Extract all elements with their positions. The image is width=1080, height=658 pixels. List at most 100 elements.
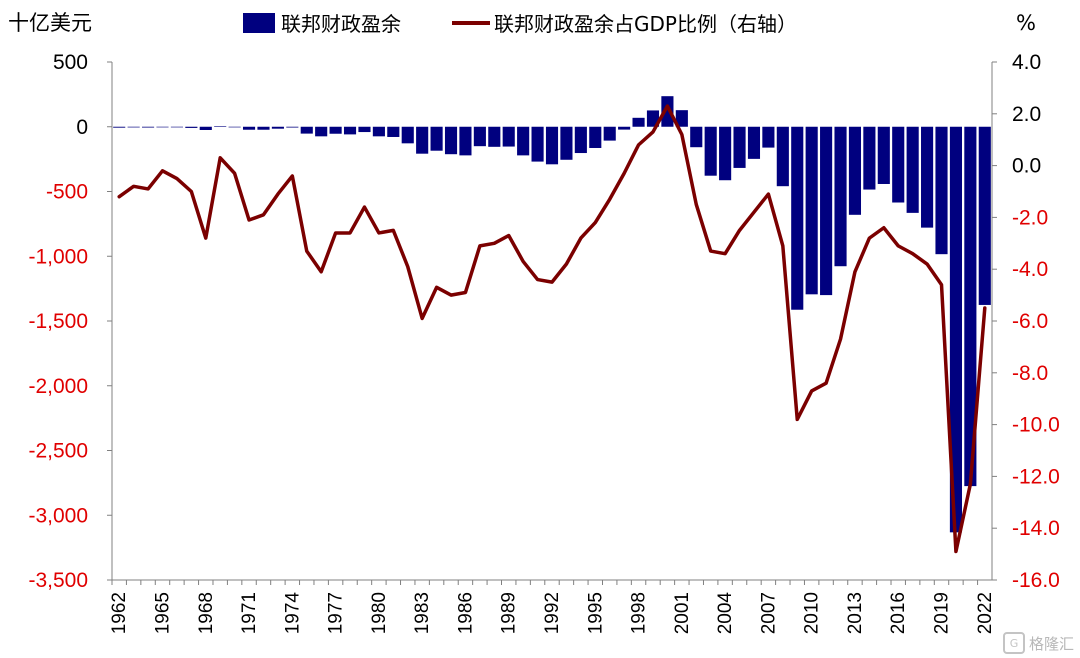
x-tick-label: 1986 — [455, 592, 476, 634]
bar-1972 — [257, 126, 270, 130]
bar-1970 — [228, 126, 241, 128]
gdp-ratio-line — [117, 104, 987, 554]
x-tick-label: 1965 — [152, 592, 173, 634]
x-tick-label: 1998 — [629, 592, 650, 634]
left-tick-label: 0 — [76, 116, 88, 139]
x-tick-label: 1974 — [282, 592, 303, 635]
bar-1995 — [589, 126, 602, 148]
x-tick-label: 2007 — [758, 592, 779, 634]
x-tick-label: 1971 — [239, 592, 260, 634]
bar-1969 — [214, 126, 227, 127]
right-tick-label: -12.0 — [1012, 465, 1060, 488]
left-tick-label: -1,500 — [28, 310, 88, 333]
right-tick-label: 2.0 — [1012, 103, 1041, 126]
bar-1962 — [113, 126, 126, 128]
right-tick-label: -14.0 — [1012, 517, 1060, 540]
x-tick-label: 2010 — [802, 592, 823, 634]
bar-1978 — [343, 126, 357, 135]
bar-2017 — [906, 126, 919, 213]
left-tick-label: -1,000 — [28, 245, 88, 268]
left-tick-label: -3,000 — [28, 504, 88, 527]
x-tick-label: 2004 — [715, 592, 736, 635]
bar-1979 — [358, 126, 371, 133]
right-tick-label: -8.0 — [1012, 362, 1048, 385]
right-tick-label: -16.0 — [1012, 569, 1060, 592]
left-tick-label: 500 — [53, 51, 88, 74]
x-tick-label: 1977 — [326, 592, 347, 634]
right-tick-label: -2.0 — [1012, 206, 1048, 229]
bar-1993 — [560, 126, 573, 160]
bar-1968 — [199, 126, 212, 130]
bar-1983 — [416, 126, 429, 154]
bar-2015 — [877, 126, 890, 184]
bar-2009 — [791, 126, 804, 310]
bar-1984 — [430, 126, 443, 151]
bar-2018 — [921, 126, 934, 228]
bar-2001 — [675, 110, 688, 127]
bar-1976 — [315, 126, 328, 137]
right-tick-label: 0.0 — [1012, 155, 1041, 178]
watermark-text: 格隆汇 — [1028, 634, 1074, 653]
bar-1989 — [502, 126, 515, 147]
x-tick-label: 2001 — [672, 592, 693, 634]
bar-2022 — [978, 126, 991, 305]
watermark: G 格隆汇 — [1002, 632, 1074, 654]
watermark-logo-icon: G — [1002, 632, 1025, 654]
bar-1994 — [574, 126, 587, 154]
bar-1971 — [242, 126, 256, 130]
bar-2007 — [762, 126, 775, 148]
bar-1967 — [185, 126, 198, 128]
x-tick-label: 2022 — [975, 592, 996, 634]
bar-2020 — [949, 126, 962, 533]
bar-2011 — [820, 126, 833, 296]
bar-1992 — [545, 126, 559, 165]
left-tick-label: -2,500 — [28, 440, 88, 463]
bar-1977 — [329, 126, 342, 134]
tick-labels: 500 0 -500 -1,000 -1,500 -2,000 -2,500 -3,000 -3… — [28, 51, 1059, 634]
bar-1963 — [127, 126, 140, 128]
bar-1999 — [646, 110, 660, 127]
bar-2000 — [661, 96, 674, 127]
bar-2004 — [719, 126, 732, 181]
bar-2013 — [848, 126, 862, 215]
bar-2021 — [964, 126, 977, 487]
legend: 联邦财政盈余 联邦财政盈余占GDP比例（右轴） — [243, 12, 797, 36]
bar-1964 — [142, 126, 155, 128]
bar-2010 — [805, 126, 818, 295]
legend-line-label: 联邦财政盈余占GDP比例（右轴） — [494, 12, 797, 36]
x-tick-label: 1995 — [585, 592, 606, 634]
bar-1973 — [271, 126, 284, 129]
bar-1985 — [444, 126, 458, 155]
x-tick-label: 1968 — [196, 592, 217, 634]
bar-series — [113, 96, 991, 533]
legend-bar-swatch — [243, 13, 275, 33]
bar-1982 — [401, 126, 414, 144]
x-tick-label: 2019 — [932, 592, 953, 634]
right-tick-label: -10.0 — [1012, 414, 1060, 437]
left-tick-label: -500 — [46, 181, 88, 204]
left-tick-label: -2,000 — [28, 375, 88, 398]
bar-1980 — [372, 126, 385, 137]
bar-1981 — [387, 126, 400, 137]
line-series — [117, 104, 987, 554]
x-tick-label: 1989 — [499, 592, 520, 634]
bar-1998 — [632, 117, 645, 127]
bar-1974 — [286, 126, 299, 128]
bar-2014 — [863, 126, 876, 190]
bar-2016 — [892, 126, 905, 203]
bar-2002 — [690, 126, 703, 148]
right-tick-label: -6.0 — [1012, 310, 1048, 333]
x-tick-label: 2013 — [845, 592, 866, 634]
bar-1990 — [517, 126, 530, 156]
bar-1986 — [459, 126, 472, 156]
bar-1987 — [473, 126, 486, 147]
x-tick-label: 1983 — [412, 592, 433, 634]
bar-2006 — [747, 126, 761, 159]
legend-bar-label: 联邦财政盈余 — [281, 12, 401, 36]
axes — [107, 61, 997, 585]
bar-2005 — [733, 126, 746, 168]
bar-1991 — [531, 126, 544, 162]
bar-1996 — [603, 126, 616, 141]
bar-1975 — [300, 126, 313, 134]
left-tick-label: -3,500 — [28, 569, 88, 592]
